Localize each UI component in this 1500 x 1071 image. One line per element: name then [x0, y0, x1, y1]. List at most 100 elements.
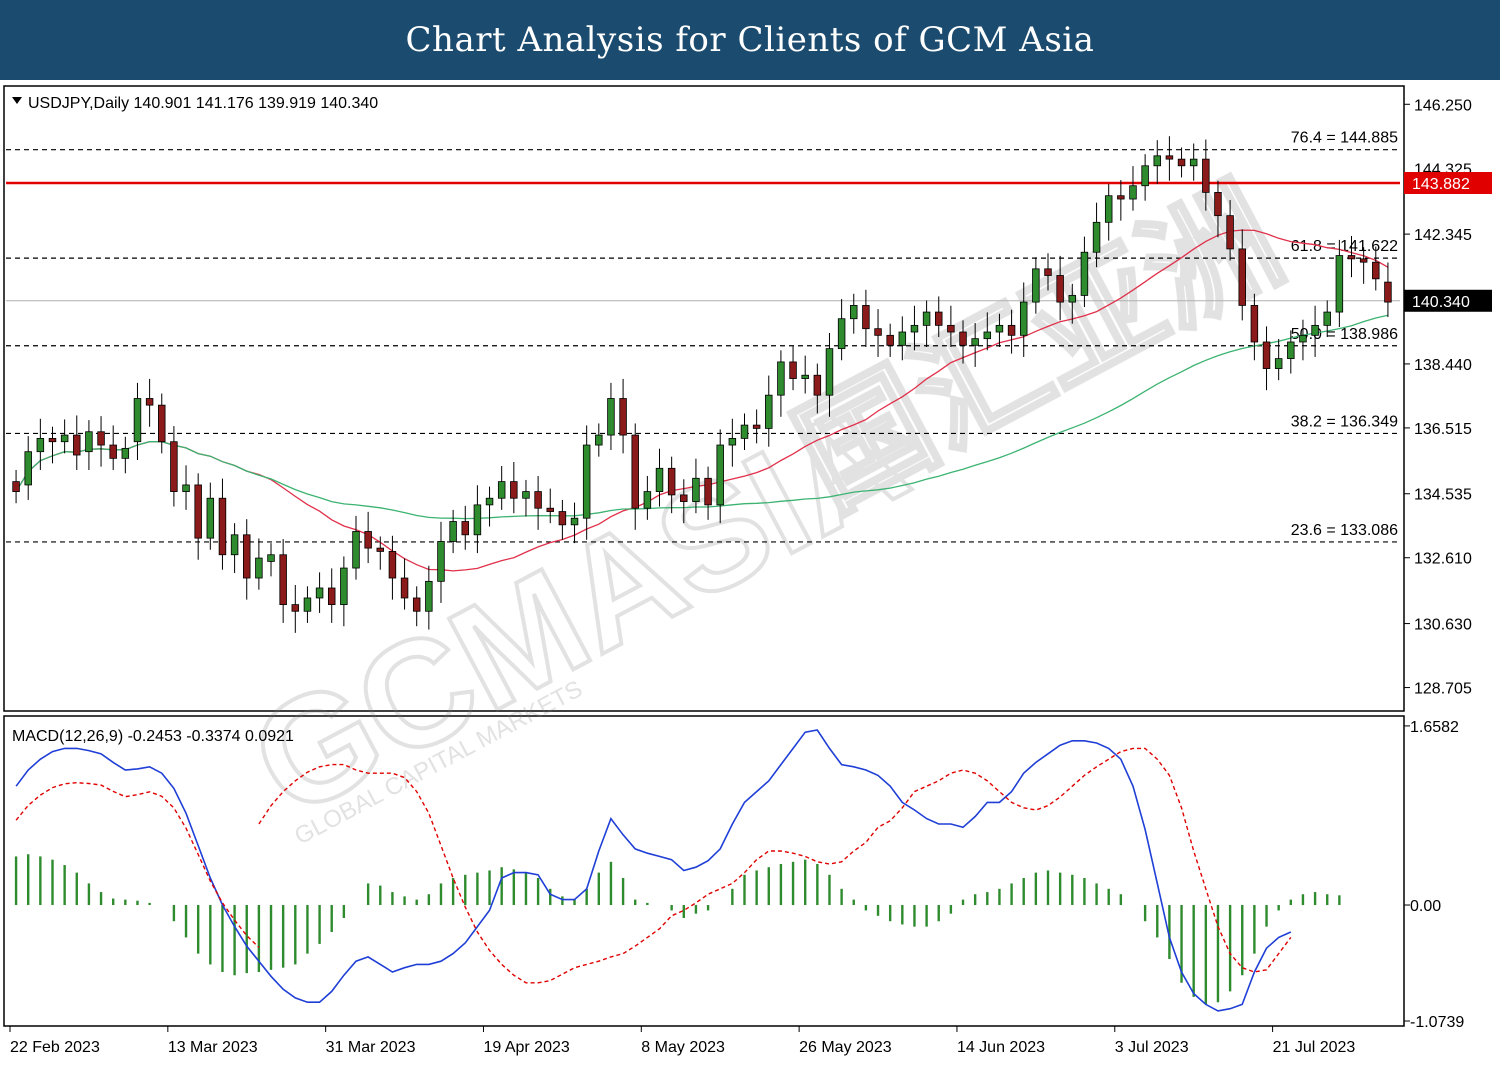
current-price-label: 140.340 — [1412, 294, 1470, 311]
candle — [1384, 262, 1392, 318]
bull-candle-body — [716, 444, 724, 506]
bear-candle-body — [1372, 261, 1380, 280]
candle — [364, 511, 372, 564]
macd-panel-frame — [3, 715, 1405, 1027]
bear-candle-body — [48, 437, 57, 443]
bull-candle-body — [85, 431, 93, 453]
bull-candle-body — [1080, 251, 1089, 296]
candle — [728, 418, 737, 467]
bull-candle-body — [437, 541, 445, 582]
bear-candle-body — [218, 497, 227, 556]
ma-slow-line — [15, 314, 1389, 520]
bear-candle-body — [1214, 191, 1222, 217]
resistance-price-label: 143.882 — [1412, 176, 1470, 193]
candle — [1165, 136, 1174, 181]
bull-candle-body — [255, 557, 263, 579]
bear-candle-body — [158, 404, 166, 443]
candle — [655, 448, 664, 507]
candle — [1177, 147, 1186, 178]
dropdown-triangle-icon[interactable] — [12, 97, 22, 104]
candle — [182, 465, 190, 510]
bull-candle-body — [206, 497, 215, 539]
candle — [825, 333, 834, 417]
candle — [1129, 166, 1137, 211]
bull-candle-body — [582, 444, 591, 519]
bull-candle-body — [655, 467, 664, 492]
price-tick-label: 146.250 — [1414, 97, 1472, 114]
bear-candle-body — [1177, 158, 1186, 167]
candle — [1202, 139, 1210, 211]
candle — [947, 305, 955, 347]
candle — [109, 425, 117, 470]
candle — [158, 393, 166, 454]
bull-candle-body — [837, 318, 846, 350]
bull-candle-body — [485, 497, 494, 506]
current-price-box — [1404, 289, 1492, 312]
candle — [1044, 253, 1052, 291]
candle — [1104, 184, 1113, 241]
bull-candle-body — [1274, 358, 1283, 369]
signal-line — [258, 747, 1292, 984]
bull-candle-body — [971, 338, 979, 346]
candle — [704, 466, 712, 520]
bear-candle-body — [934, 311, 943, 326]
candle — [1189, 143, 1198, 181]
bull-candle-body — [1335, 255, 1344, 313]
fib-label: 38.2 = 136.349 — [1291, 413, 1398, 430]
moving-averages — [15, 229, 1389, 572]
bull-candle-body — [765, 394, 773, 429]
bull-candle-body — [692, 477, 700, 502]
candle — [497, 465, 506, 510]
candle — [607, 382, 615, 451]
bull-candle-body — [425, 580, 433, 612]
candle — [595, 423, 603, 457]
date-tick-label: 26 May 2023 — [799, 1039, 892, 1056]
bull-candle-body — [473, 504, 482, 536]
candle — [48, 426, 57, 464]
candle — [60, 419, 69, 454]
bull-candle-body — [340, 567, 348, 606]
bear-candle-body — [534, 491, 542, 509]
bull-candle-body — [1189, 158, 1198, 167]
macd-tick-label: 1.6582 — [1410, 719, 1459, 736]
candle — [1068, 283, 1077, 324]
bear-candle-body — [364, 531, 372, 549]
candle — [291, 585, 300, 633]
candle — [1335, 239, 1344, 328]
bull-candle-body — [570, 517, 579, 526]
bull-candle-body — [24, 451, 32, 486]
bull-candle-body — [1153, 155, 1162, 167]
bull-candle-body — [1311, 324, 1319, 336]
candle — [255, 538, 263, 590]
bear-candle-body — [461, 521, 470, 536]
candle — [995, 313, 1004, 347]
candle — [24, 436, 32, 500]
candle — [1250, 293, 1259, 361]
candle — [765, 375, 773, 447]
candle — [376, 536, 385, 570]
candle — [412, 586, 421, 627]
macd-line — [15, 729, 1292, 1012]
candle — [194, 473, 202, 560]
bear-candle-body — [97, 431, 105, 446]
candle — [971, 323, 979, 367]
candle — [1080, 236, 1089, 308]
header-bar: Chart Analysis for Clients of GCM Asia — [0, 0, 1500, 80]
price-tick-label: 128.705 — [1414, 681, 1472, 698]
bear-candle-body — [73, 434, 81, 456]
fib-label: 23.6 = 133.086 — [1291, 522, 1398, 539]
bear-candle-body — [947, 324, 955, 333]
bull-candle-body — [60, 434, 69, 443]
bear-candle-body — [376, 547, 385, 552]
bear-candle-body — [631, 434, 639, 509]
candle — [1299, 319, 1307, 361]
bull-candle-body — [995, 324, 1004, 333]
bear-candle-body — [862, 305, 870, 330]
price-tick-label: 134.535 — [1414, 487, 1472, 504]
bull-candle-body — [1287, 341, 1295, 360]
bull-candle-body — [1104, 195, 1113, 223]
candle — [145, 378, 154, 427]
bull-candle-body — [449, 521, 457, 542]
candle — [522, 479, 530, 517]
